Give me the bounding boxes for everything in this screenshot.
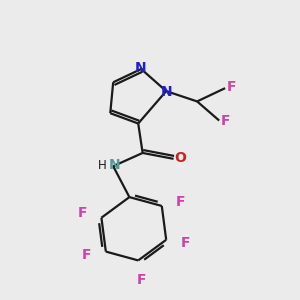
Text: N: N <box>161 85 172 99</box>
Text: F: F <box>82 248 92 262</box>
Text: H: H <box>98 159 106 172</box>
Text: F: F <box>77 206 87 220</box>
Text: F: F <box>221 114 230 128</box>
Text: F: F <box>227 80 236 94</box>
Text: F: F <box>176 194 186 208</box>
Text: N: N <box>134 61 146 75</box>
Text: O: O <box>174 151 186 165</box>
Text: F: F <box>181 236 190 250</box>
Text: N: N <box>108 158 120 172</box>
Text: F: F <box>136 273 146 286</box>
